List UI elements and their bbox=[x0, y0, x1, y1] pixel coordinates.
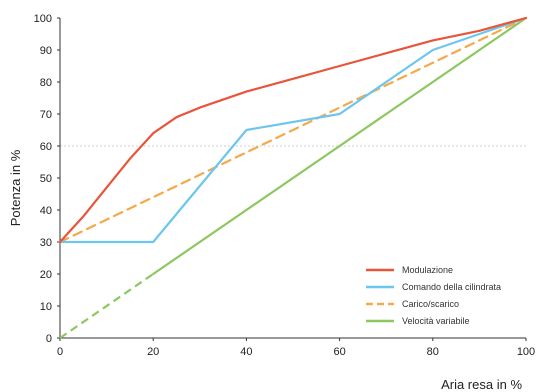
y-tick-label: 40 bbox=[40, 205, 52, 217]
y-tick-label: 20 bbox=[40, 269, 52, 281]
legend-label: Modulazione bbox=[402, 265, 453, 275]
legend-label: Comando della cilindrata bbox=[402, 282, 501, 292]
x-tick-label: 40 bbox=[240, 346, 252, 358]
x-tick-label: 60 bbox=[333, 346, 345, 358]
series-line-velocita-variabile bbox=[152, 16, 528, 276]
y-tick-label: 60 bbox=[40, 141, 52, 153]
ticks-layer: 0 10 20 30 40 50 60 70 80 90 100 0 20 40 60 80 100 bbox=[34, 13, 536, 358]
legend-items: Modulazione Comando della cilindrata Caric… bbox=[366, 265, 501, 326]
legend: Modulazione Comando della cilindrata Caric… bbox=[360, 258, 526, 330]
series-line-comando-della-cilindrata bbox=[58, 16, 528, 244]
y-tick-label: 90 bbox=[40, 45, 52, 57]
x-axis-label: Aria resa in % bbox=[441, 377, 522, 392]
y-axis-label: Potenza in % bbox=[8, 149, 23, 226]
series-line-velocita-variabile-dashed bbox=[59, 273, 154, 339]
legend-label: Velocità variabile bbox=[402, 316, 470, 326]
y-tick-label: 30 bbox=[40, 237, 52, 249]
x-tick-label: 80 bbox=[427, 346, 439, 358]
x-tick-label: 20 bbox=[147, 346, 159, 358]
x-tick-label: 100 bbox=[517, 346, 535, 358]
series-layer bbox=[58, 16, 528, 339]
y-tick-label: 70 bbox=[40, 109, 52, 121]
y-tick-label: 0 bbox=[46, 333, 52, 345]
y-tick-label: 10 bbox=[40, 301, 52, 313]
y-tick-label: 50 bbox=[40, 173, 52, 185]
y-tick-label: 80 bbox=[40, 77, 52, 89]
x-tick-label: 0 bbox=[57, 346, 63, 358]
y-tick-label: 100 bbox=[34, 13, 52, 25]
series-line-modulazione bbox=[58, 16, 528, 244]
series-line-carico-scarico bbox=[58, 16, 528, 244]
legend-label: Carico/scarico bbox=[402, 299, 459, 309]
